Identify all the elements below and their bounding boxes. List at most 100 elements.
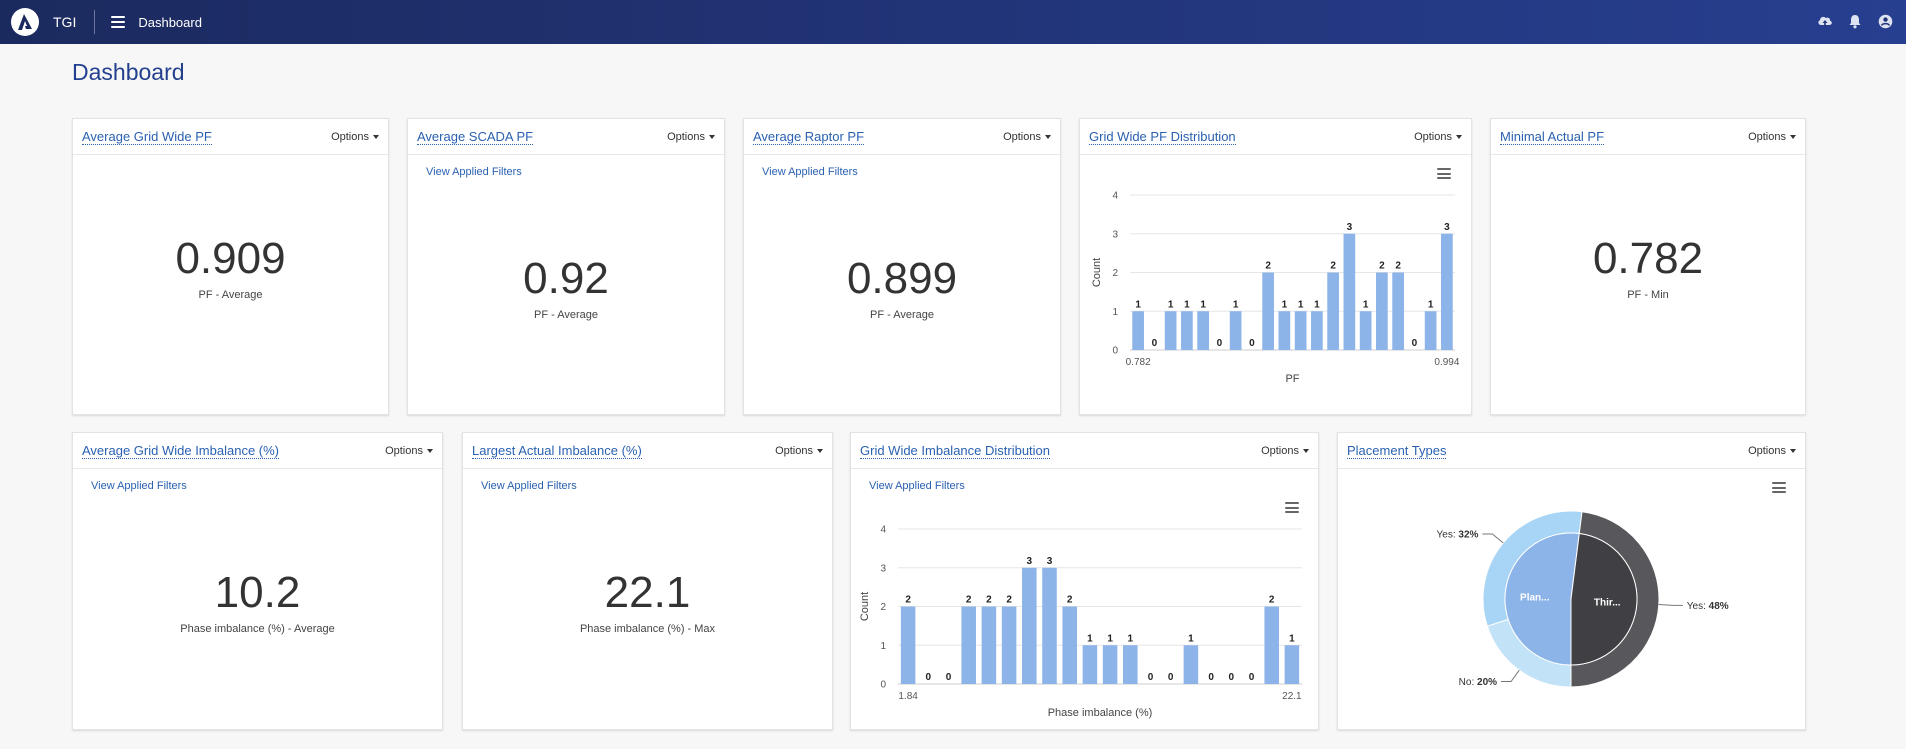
y-tick-label: 1 <box>880 641 886 652</box>
caret-down-icon <box>1045 134 1051 139</box>
bar <box>1183 645 1199 684</box>
bar <box>1294 311 1307 350</box>
options-dropdown[interactable]: Options <box>1748 131 1796 143</box>
options-dropdown[interactable]: Options <box>667 131 715 143</box>
pie-inner-label: Thir... <box>1594 597 1621 608</box>
y-tick-label: 1 <box>1112 307 1118 318</box>
view-applied-filters-link[interactable]: View Applied Filters <box>869 480 965 492</box>
data-label: 1 <box>1282 299 1288 310</box>
options-dropdown[interactable]: Options <box>775 445 823 457</box>
page-title: Dashboard <box>72 59 185 85</box>
data-label: 3 <box>1027 556 1033 567</box>
imbalance-distribution-chart: 0 1 2 3 4 2 0 0 2 2 2 3 3 2 1 1 1 0 0 1 0 0 0 2 1 1.84 22.1 Phase i… <box>859 525 1302 720</box>
card-title[interactable]: Average Grid Wide PF <box>82 128 212 145</box>
y-tick-label: 4 <box>1112 191 1118 202</box>
view-applied-filters-link[interactable]: View Applied Filters <box>426 166 522 178</box>
user-icon[interactable] <box>1876 12 1894 30</box>
bell-icon[interactable] <box>1846 12 1864 30</box>
options-dropdown[interactable]: Options <box>1414 131 1462 143</box>
data-label: 2 <box>1379 261 1385 272</box>
data-label: 1 <box>1233 299 1239 310</box>
data-label: 0 <box>1249 338 1255 349</box>
chart-menu-icon[interactable] <box>1772 482 1786 493</box>
header-divider <box>94 10 96 34</box>
pie-outer-label: No: 20% <box>1459 677 1497 688</box>
view-applied-filters-link[interactable]: View Applied Filters <box>762 166 858 178</box>
bar <box>1327 272 1339 350</box>
kpi-label: PF - Average <box>198 289 263 301</box>
card-title[interactable]: Average Raptor PF <box>753 128 865 145</box>
card-header: Grid Wide PF Distribution Options <box>1080 119 1471 155</box>
data-label: 1 <box>1314 299 1320 310</box>
menu-icon[interactable] <box>111 16 126 28</box>
card-title[interactable]: Average SCADA PF <box>417 128 534 145</box>
card-title[interactable]: Grid Wide PF Distribution <box>1089 128 1236 145</box>
brand-name[interactable]: TGI <box>53 14 77 30</box>
y-tick-label: 0 <box>1112 346 1118 357</box>
kpi-value: 0.909 <box>175 234 286 283</box>
caret-down-icon <box>1303 448 1309 453</box>
x-tick-label: 0.782 <box>1126 357 1151 368</box>
y-tick-label: 3 <box>880 563 886 574</box>
card-title[interactable]: Largest Actual Imbalance (%) <box>472 442 642 459</box>
data-label: 1 <box>1135 299 1141 310</box>
y-axis-title: Count <box>1091 258 1103 287</box>
bar <box>1359 311 1372 350</box>
chart-menu-icon[interactable] <box>1437 168 1451 179</box>
logo-icon[interactable] <box>11 8 39 36</box>
kpi-label: Phase imbalance (%) - Max <box>579 623 716 635</box>
view-applied-filters-link[interactable]: View Applied Filters <box>481 480 577 492</box>
pie-outer-label-value: 32% <box>1458 529 1478 540</box>
card-title[interactable]: Minimal Actual PF <box>1500 128 1605 145</box>
options-dropdown[interactable]: Options <box>1748 445 1796 457</box>
bar <box>1082 645 1098 684</box>
card-title[interactable]: Placement Types <box>1347 442 1447 459</box>
data-label: 1 <box>1128 633 1134 644</box>
data-label: 3 <box>1347 222 1353 233</box>
pie-outer-label-value: 48% <box>1709 601 1729 612</box>
options-label: Options <box>1003 130 1041 143</box>
data-label: 1 <box>1363 299 1369 310</box>
caret-down-icon <box>817 448 823 453</box>
card-header: Average Raptor PF Options <box>744 119 1060 155</box>
options-dropdown[interactable]: Options <box>1261 445 1309 457</box>
upload-cloud-icon[interactable] <box>1816 12 1834 30</box>
data-label: 0 <box>1217 338 1223 349</box>
caret-down-icon <box>709 134 715 139</box>
kpi-value: 10.2 <box>214 568 301 617</box>
card-grid-wide-imbalance-distribution: Grid Wide Imbalance Distribution Options… <box>850 432 1319 730</box>
card-title[interactable]: Grid Wide Imbalance Distribution <box>860 442 1051 459</box>
card-header: Average SCADA PF Options <box>408 119 724 155</box>
data-label: 2 <box>966 595 972 606</box>
bar <box>1042 567 1057 684</box>
options-dropdown[interactable]: Options <box>385 445 433 457</box>
pie-connector <box>1658 604 1683 606</box>
bar <box>1022 567 1037 684</box>
card-minimal-actual-pf: Minimal Actual PF Options 0.782 PF - Min <box>1490 118 1806 415</box>
bar <box>1392 272 1404 350</box>
card-placement-types: Placement Types Options Plan... Thir... No… <box>1337 432 1806 730</box>
kpi: 22.1 Phase imbalance (%) - Max <box>463 571 832 636</box>
pie-outer-label: Yes: 48% <box>1687 601 1729 612</box>
data-label: 2 <box>986 595 992 606</box>
bar <box>1102 645 1118 684</box>
data-label: 2 <box>1395 261 1401 272</box>
chart-menu-icon[interactable] <box>1285 502 1299 513</box>
bar <box>1343 233 1356 350</box>
caret-down-icon <box>1456 134 1462 139</box>
pie-connector <box>1482 533 1504 544</box>
options-dropdown[interactable]: Options <box>1003 131 1051 143</box>
kpi: 0.899 PF - Average <box>744 257 1060 322</box>
x-tick-label: 22.1 <box>1282 691 1302 702</box>
card-title[interactable]: Average Grid Wide Imbalance (%) <box>82 442 280 459</box>
kpi-value: 0.92 <box>523 254 609 303</box>
data-label: 2 <box>1269 595 1275 606</box>
bar <box>1123 645 1138 684</box>
x-tick-label: 0.994 <box>1434 357 1459 368</box>
options-dropdown[interactable]: Options <box>331 131 379 143</box>
data-label: 1 <box>1087 633 1093 644</box>
data-label: 1 <box>1289 633 1295 644</box>
options-label: Options <box>667 130 705 143</box>
view-applied-filters-link[interactable]: View Applied Filters <box>91 480 187 492</box>
